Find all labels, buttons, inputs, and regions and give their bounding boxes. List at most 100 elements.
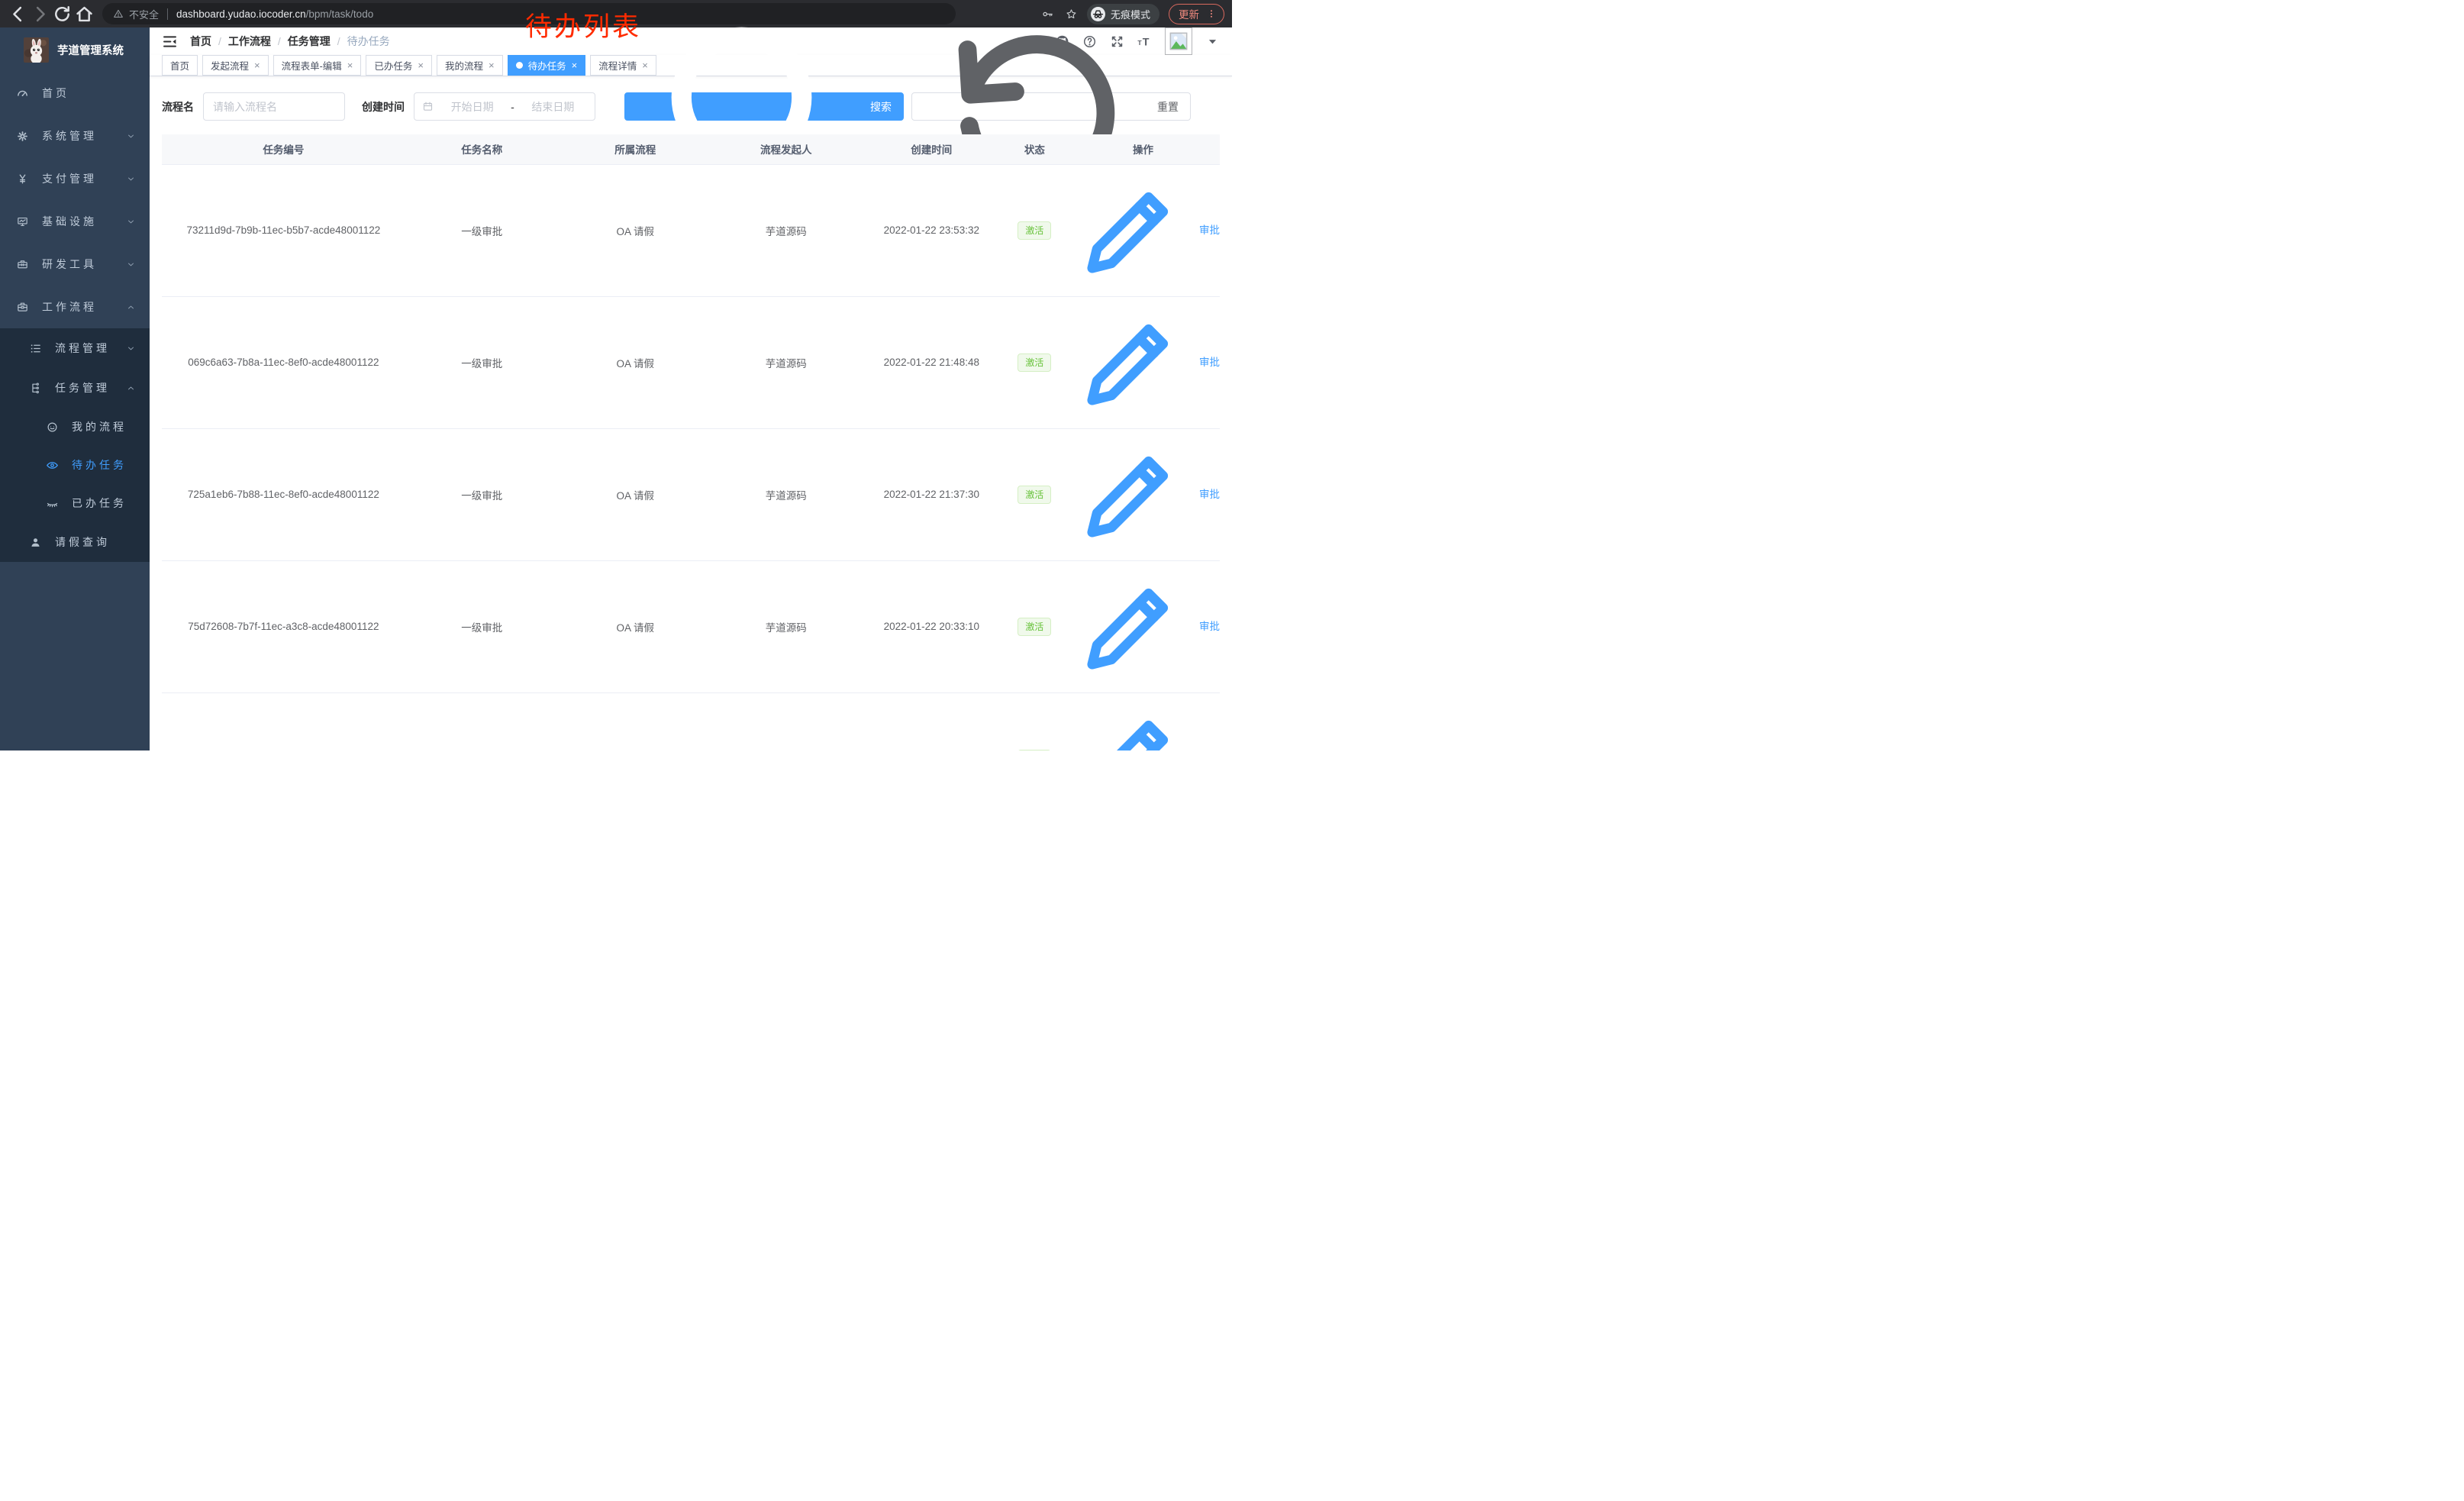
tab-close-icon[interactable]: × (571, 60, 578, 71)
sidebar-item-label: 任务管理 (55, 382, 110, 394)
star-icon[interactable] (1065, 8, 1078, 21)
list-icon (29, 342, 42, 355)
date-range-picker[interactable]: 开始日期 - 结束日期 (414, 92, 595, 121)
tab-待办任务[interactable]: 待办任务 × (507, 55, 586, 76)
tab-label: 流程表单-编辑 (281, 61, 342, 72)
cell-starter: 芋道源码 (711, 428, 860, 561)
chevron-down-icon (126, 260, 136, 270)
chevron-down-icon (126, 131, 136, 141)
collapse-sidebar-icon[interactable] (162, 34, 178, 50)
sidebar-item-dev-tools[interactable]: 研发工具 (0, 243, 150, 286)
caret-down-icon[interactable] (1205, 34, 1220, 49)
approve-button[interactable]: 审批 (1066, 561, 1220, 690)
browser-update-button[interactable]: 更新 (1169, 3, 1224, 24)
sidebar-item-payment-management[interactable]: 支付管理 (0, 157, 150, 200)
table-row[interactable]: a6aba0a4-7b6d-11ec-b781-acde48001122 一级审… (162, 692, 1220, 750)
approve-button[interactable]: 审批 (1066, 297, 1220, 426)
security-label: 不安全 (129, 8, 160, 21)
address-bar[interactable]: 不安全 dashboard.yudao.iocoder.cn/bpm/task/… (102, 3, 956, 24)
incognito-icon (1090, 6, 1105, 21)
tab-close-icon[interactable]: × (254, 60, 260, 71)
sidebar-item-home[interactable]: 首页 (0, 72, 150, 115)
breadcrumb-home[interactable]: 首页 (190, 35, 211, 47)
app-title: 芋道管理系统 (57, 44, 124, 57)
refresh-icon[interactable] (52, 4, 73, 24)
sidebar-item-label: 支付管理 (42, 173, 97, 185)
search-button[interactable]: 搜索 (624, 27, 904, 195)
table-body: 73211d9d-7b9b-11ec-b5b7-acde48001122 一级审… (162, 164, 1220, 750)
table-row[interactable]: 73211d9d-7b9b-11ec-b5b7-acde48001122 一级审… (162, 164, 1220, 297)
tab-已办任务[interactable]: 已办任务 × (366, 55, 432, 76)
active-tab-dot (515, 62, 523, 69)
sidebar-item-process-management[interactable]: 流程管理 (0, 328, 150, 368)
sidebar-item-label: 研发工具 (42, 258, 97, 270)
tab-close-icon[interactable]: × (347, 60, 353, 71)
cell-task-id: 75d72608-7b7f-11ec-a3c8-acde48001122 (162, 560, 405, 693)
approve-label: 审批 (1199, 621, 1220, 632)
breadcrumb-separator: / (337, 35, 340, 47)
process-name-input[interactable] (203, 92, 345, 121)
gear-icon (16, 130, 29, 143)
breadcrumb-workflow[interactable]: 工作流程 (227, 35, 271, 47)
tab-发起流程[interactable]: 发起流程 × (202, 55, 269, 76)
search-button-label: 搜索 (870, 100, 892, 113)
table-row[interactable]: 725a1eb6-7b88-11ec-8ef0-acde48001122 一级审… (162, 428, 1220, 561)
browser-menu-icon[interactable] (1206, 8, 1217, 20)
sidebar-item-infrastructure[interactable]: 基础设施 (0, 200, 150, 243)
chevron-down-icon (126, 217, 136, 227)
column-status: 状态 (1002, 134, 1066, 165)
start-date-placeholder[interactable]: 开始日期 (450, 100, 494, 113)
edit-icon (1066, 429, 1195, 558)
sidebar-item-workflow[interactable]: 工作流程 (0, 286, 150, 328)
reset-button[interactable]: 重置 (911, 34, 1191, 191)
url-host: dashboard.yudao.iocoder.cn (176, 8, 306, 20)
tab-首页[interactable]: 首页 (162, 55, 198, 76)
tab-label: 待办任务 (527, 61, 566, 72)
tab-流程详情[interactable]: 流程详情 × (590, 55, 656, 76)
cell-task-name: 一级审批 (405, 428, 559, 561)
approve-button[interactable]: 审批 (1066, 429, 1220, 558)
sidebar-item-my-process[interactable]: 我的流程 (0, 408, 150, 446)
approve-button[interactable]: 审批 (1066, 693, 1220, 750)
eye-icon (46, 459, 59, 472)
tab-close-icon[interactable]: × (489, 60, 495, 71)
tab-close-icon[interactable]: × (418, 60, 424, 71)
forward-icon[interactable] (30, 4, 50, 24)
sidebar-item-task-management[interactable]: 任务管理 (0, 368, 150, 408)
incognito-badge: 无痕模式 (1086, 3, 1159, 24)
tab-label: 流程详情 (598, 61, 637, 72)
filter-bar: 流程名 创建时间 开始日期 - 结束日期 搜索 重置 (150, 27, 1232, 195)
sidebar-item-label: 流程管理 (55, 342, 110, 354)
help-icon[interactable] (1082, 34, 1097, 49)
sidebar-item-label: 系统管理 (42, 130, 97, 142)
home-icon[interactable] (74, 4, 95, 24)
end-date-placeholder[interactable]: 结束日期 (531, 100, 575, 113)
sidebar-item-system-management[interactable]: 系统管理 (0, 115, 150, 157)
sidebar-item-label: 我的流程 (72, 421, 127, 433)
approve-button[interactable]: 审批 (1066, 165, 1220, 294)
app-logo-row[interactable]: 芋道管理系统 (0, 27, 150, 72)
table-row[interactable]: 75d72608-7b7f-11ec-a3c8-acde48001122 一级审… (162, 560, 1220, 693)
sidebar-item-leave-query[interactable]: 请假查询 (0, 522, 150, 562)
browser-bar: 不安全 dashboard.yudao.iocoder.cn/bpm/task/… (0, 0, 1232, 27)
tab-我的流程[interactable]: 我的流程 × (437, 55, 503, 76)
table-row[interactable]: 069c6a63-7b8a-11ec-8ef0-acde48001122 一级审… (162, 296, 1220, 429)
avatar-broken-image[interactable] (1165, 27, 1192, 55)
tab-close-icon[interactable]: × (642, 60, 648, 71)
tabs-bar: 首页 发起流程 × 流程表单-编辑 × 已办任务 × 我的流程 × 待办任务 ×… (150, 55, 1232, 76)
browser-actions: 无痕模式 更新 (1041, 3, 1224, 24)
sidebar-item-done-task[interactable]: 已办任务 (0, 484, 150, 522)
sidebar-item-todo-task[interactable]: 待办任务 (0, 446, 150, 484)
cell-task-id: 725a1eb6-7b88-11ec-8ef0-acde48001122 (162, 428, 405, 561)
breadcrumb-task-management[interactable]: 任务管理 (287, 35, 331, 47)
cell-process: OA 请假 (558, 560, 712, 693)
tab-流程表单-编辑[interactable]: 流程表单-编辑 × (273, 55, 362, 76)
back-icon[interactable] (8, 4, 28, 24)
cell-created: 2022-01-22 20:33:10 (859, 560, 1003, 693)
cell-action: 审批 (1066, 692, 1220, 750)
cell-action: 审批 (1066, 296, 1220, 429)
fullscreen-icon[interactable] (1110, 34, 1124, 49)
cell-status: 激活 (1002, 560, 1066, 693)
key-icon[interactable] (1041, 8, 1054, 21)
